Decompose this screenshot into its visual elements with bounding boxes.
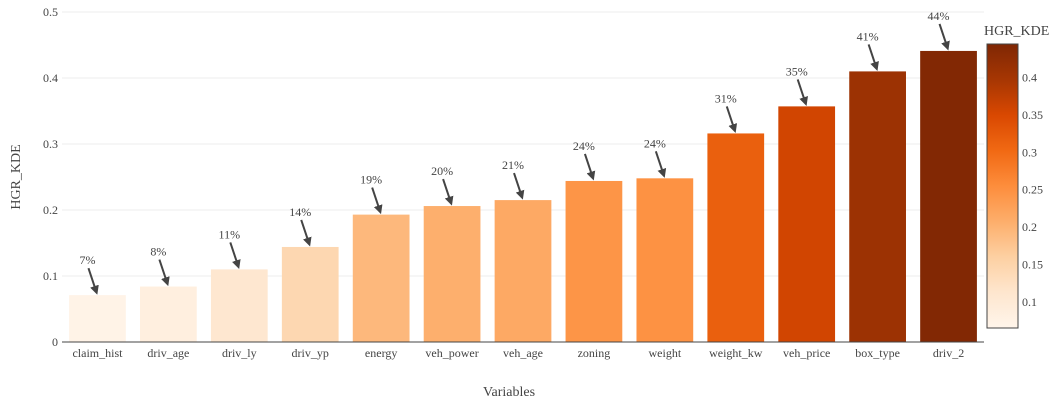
data-label: 31% bbox=[715, 91, 737, 105]
y-tick-label: 0.3 bbox=[43, 137, 58, 151]
x-tick-label: driv_ly bbox=[222, 346, 257, 360]
annotation-arrow bbox=[442, 178, 454, 206]
annotation-arrow bbox=[300, 219, 312, 247]
annotation-arrow bbox=[938, 23, 950, 51]
annotation-arrow bbox=[87, 267, 99, 295]
data-label: 44% bbox=[928, 9, 950, 23]
bar-zoning bbox=[565, 180, 623, 342]
colorbar-tick-label: 0.25 bbox=[1022, 183, 1043, 197]
x-tick-label: veh_power bbox=[425, 346, 478, 360]
bars bbox=[69, 50, 977, 343]
x-tick-label: box_type bbox=[855, 346, 900, 360]
bar-box_type bbox=[849, 71, 906, 343]
bar-veh_age bbox=[494, 200, 552, 342]
x-tick-label: energy bbox=[365, 346, 397, 360]
data-label: 20% bbox=[431, 164, 453, 178]
annotation-arrow bbox=[867, 44, 879, 71]
x-tick-label: driv_2 bbox=[933, 346, 964, 360]
annotation-arrow bbox=[513, 172, 525, 200]
colorbar: HGR_KDE 0.1 0.15 0.2 0.25 0.3 0.35 0.4 bbox=[984, 24, 1049, 329]
colorbar-tick-label: 0.3 bbox=[1022, 145, 1037, 159]
data-label: 7% bbox=[79, 253, 95, 267]
colorbar-tick-label: 0.2 bbox=[1022, 220, 1037, 234]
annotation-arrow bbox=[371, 187, 383, 215]
x-tick-label: driv_age bbox=[147, 346, 189, 360]
bar-veh_price bbox=[778, 106, 836, 342]
x-tick-label: claim_hist bbox=[72, 346, 123, 360]
colorbar-gradient bbox=[986, 43, 1019, 329]
bar-driv_2 bbox=[920, 50, 977, 342]
data-label: 41% bbox=[857, 29, 879, 43]
colorbar-tick-label: 0.15 bbox=[1022, 257, 1043, 271]
x-tick-label: veh_age bbox=[503, 346, 543, 360]
x-axis-title: Variables bbox=[483, 385, 535, 400]
data-label: 35% bbox=[786, 64, 808, 78]
annotation-arrow bbox=[158, 259, 170, 287]
x-tick-label: veh_price bbox=[783, 346, 830, 360]
y-tick-label: 0 bbox=[52, 335, 58, 349]
x-tick-label: driv_yp bbox=[292, 346, 329, 360]
colorbar-title: HGR_KDE bbox=[984, 24, 1049, 39]
x-tick-label: zoning bbox=[578, 346, 611, 360]
y-tick-label: 0.1 bbox=[43, 269, 58, 283]
bar-driv_age bbox=[140, 286, 197, 342]
bar-weight bbox=[636, 178, 694, 342]
bar-claim_hist bbox=[69, 295, 126, 342]
annotation-arrow bbox=[796, 79, 808, 106]
bar-driv_yp bbox=[281, 246, 339, 342]
bar-weight_kw bbox=[707, 133, 765, 342]
bar-energy bbox=[352, 214, 410, 342]
axes: 0 0.1 0.2 0.3 0.4 0.5 claim_hist driv_age driv_l… bbox=[43, 5, 984, 360]
annotation-arrow bbox=[725, 106, 738, 134]
colorbar-tick-label: 0.35 bbox=[1022, 108, 1043, 122]
y-tick-label: 0.5 bbox=[43, 5, 58, 19]
annotation-arrow bbox=[229, 242, 241, 269]
x-tick-label: weight_kw bbox=[709, 346, 763, 360]
data-label: 8% bbox=[150, 245, 166, 259]
data-label: 11% bbox=[219, 227, 241, 241]
y-axis-title: HGR_KDE bbox=[9, 144, 24, 209]
colorbar-tick-label: 0.4 bbox=[1022, 71, 1037, 85]
y-tick-label: 0.4 bbox=[43, 71, 58, 85]
data-label: 24% bbox=[644, 136, 666, 150]
bar-veh_power bbox=[423, 206, 481, 342]
data-label: 24% bbox=[573, 139, 595, 153]
x-tick-label: weight bbox=[649, 346, 682, 360]
annotation-arrow bbox=[654, 151, 667, 178]
data-label: 14% bbox=[289, 205, 311, 219]
data-label: 19% bbox=[360, 173, 382, 187]
bar-driv_ly bbox=[210, 269, 268, 342]
annotations: 7% 8% 11% 14% 19% 20% 21% 24% 24% 31% 35% 41% 44% bbox=[79, 9, 950, 295]
annotation-arrow bbox=[583, 153, 596, 181]
y-tick-label: 0.2 bbox=[43, 203, 58, 217]
data-label: 21% bbox=[502, 158, 524, 172]
colorbar-tick-label: 0.1 bbox=[1022, 295, 1037, 309]
